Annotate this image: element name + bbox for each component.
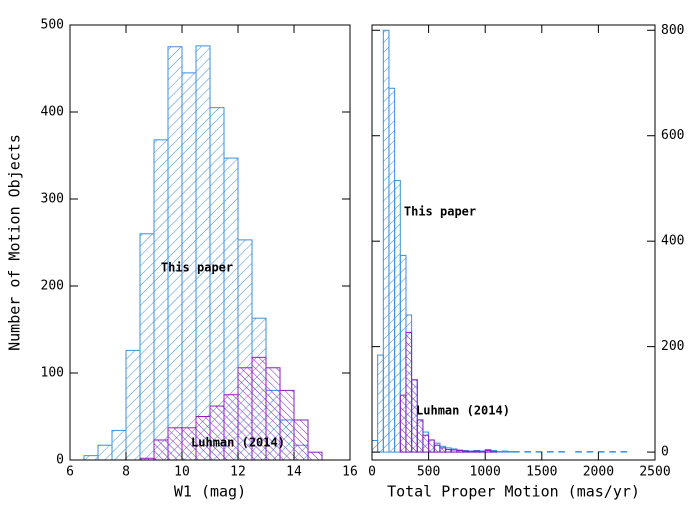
- histogram-bar: [167, 46, 183, 461]
- histogram-bar: [586, 451, 594, 453]
- histogram-bar: [450, 449, 458, 453]
- y-tick-label: 200: [661, 339, 684, 354]
- x-tick-label: 500: [417, 465, 440, 480]
- x-tick-label: 12: [230, 465, 246, 480]
- histogram-bar: [496, 451, 503, 453]
- histogram-bar: [371, 439, 379, 453]
- y-tick-label: 800: [661, 23, 684, 38]
- histogram-bar: [428, 439, 435, 453]
- histogram-bar: [139, 233, 155, 461]
- histogram-bar: [153, 439, 169, 461]
- histogram-bar: [445, 448, 452, 453]
- histogram-bar: [462, 450, 469, 453]
- x-tick-label: 1000: [470, 465, 501, 480]
- y-tick-label: 600: [661, 128, 684, 143]
- histogram-bar: [382, 29, 390, 453]
- y-tick-label: 100: [41, 366, 64, 381]
- y-tick-label: 400: [41, 105, 64, 120]
- histogram-bar: [433, 444, 441, 453]
- histogram-bar: [479, 451, 486, 453]
- histogram-bar: [558, 451, 565, 453]
- series-label: This paper: [161, 261, 233, 275]
- histogram-bar: [209, 405, 225, 461]
- y-tick-label: 300: [41, 192, 64, 207]
- histogram-bar: [439, 447, 447, 453]
- y-tick-label: 0: [56, 453, 64, 468]
- x-tick-label: 1500: [526, 465, 557, 480]
- histogram-bar: [535, 451, 543, 453]
- y-tick-label: 400: [661, 234, 684, 249]
- x-tick-label: 0: [368, 465, 376, 480]
- histogram-bar: [388, 87, 396, 453]
- x-tick-label: 10: [174, 465, 190, 480]
- histogram-bar: [293, 419, 309, 461]
- histogram-bar: [97, 444, 113, 461]
- x-tick-label: 2500: [639, 465, 670, 480]
- histogram-bar: [524, 451, 531, 453]
- y-axis-label: Number of Motion Objects: [6, 134, 24, 351]
- histogram-bar: [125, 349, 141, 461]
- histogram-bar: [167, 427, 183, 461]
- histogram-bar: [394, 180, 401, 453]
- y-tick-label: 0: [661, 445, 669, 460]
- histogram-bar: [223, 394, 239, 461]
- plot-frame: [69, 24, 351, 461]
- y-tick-label: 200: [41, 279, 64, 294]
- x-tick-label: 6: [66, 465, 74, 480]
- histogram-bar: [111, 429, 127, 461]
- histogram-bar: [507, 451, 514, 453]
- histogram-bar: [377, 354, 384, 453]
- x-tick-label: 14: [286, 465, 302, 480]
- x-axis-label: Total Proper Motion (mas/yr): [387, 483, 640, 501]
- series-label: Luhman (2014): [191, 436, 285, 450]
- histogram-bar: [473, 450, 481, 453]
- histogram-bar: [467, 451, 475, 453]
- histogram-bar: [546, 451, 554, 453]
- series-label: Luhman (2014): [416, 404, 510, 418]
- histogram-bar: [513, 451, 520, 453]
- series-label: This paper: [404, 205, 476, 219]
- histogram-bar: [501, 450, 509, 453]
- histogram-bar: [575, 451, 582, 453]
- histogram-bar: [411, 379, 418, 453]
- histogram-bar: [597, 451, 605, 453]
- histogram-bar: [399, 394, 407, 453]
- histogram-bar: [405, 331, 413, 453]
- histogram-bar: [153, 139, 169, 461]
- histogram-bar: [490, 451, 498, 453]
- histogram-bar: [307, 451, 323, 461]
- histogram-bar: [484, 450, 492, 453]
- histogram-bar: [422, 434, 430, 453]
- histogram-bar: [83, 455, 99, 461]
- histogram-bar: [279, 389, 295, 461]
- histogram-bar: [456, 450, 464, 453]
- x-tick-label: 16: [342, 465, 358, 480]
- y-tick-label: 500: [41, 18, 64, 33]
- x-tick-label: 2000: [583, 465, 614, 480]
- histogram-bar: [416, 419, 424, 453]
- x-axis-label: W1 (mag): [174, 483, 246, 501]
- histogram-bar: [620, 451, 628, 453]
- x-tick-label: 8: [122, 465, 130, 480]
- histogram-bar: [609, 451, 616, 453]
- plot-frame: [371, 24, 656, 461]
- histogram-bar: [195, 45, 211, 461]
